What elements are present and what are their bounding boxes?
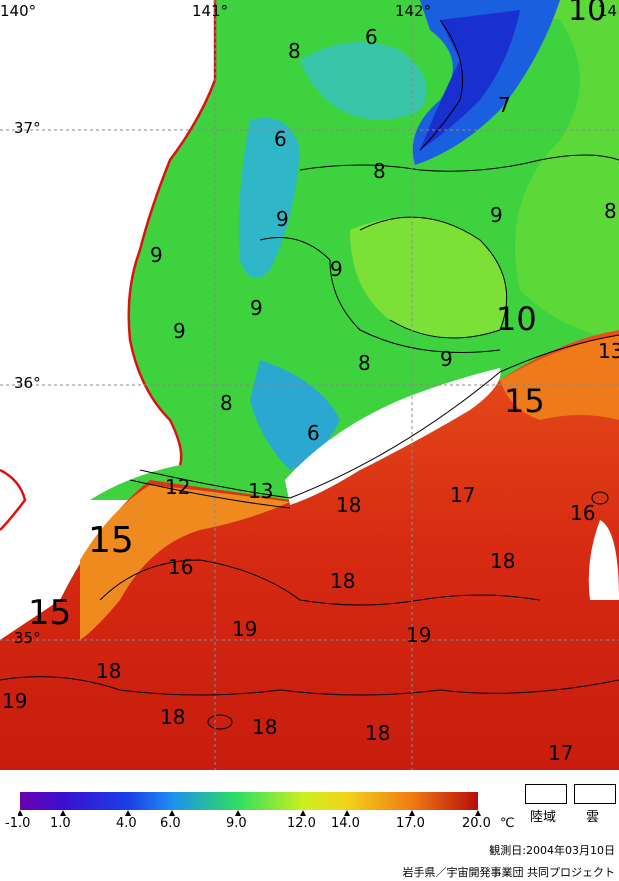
- contour-label: 18: [365, 721, 390, 745]
- land-legend-label: 陸域: [530, 810, 557, 825]
- cool-water-patch: [350, 217, 507, 338]
- warm-water-region: [0, 330, 619, 770]
- graticule: [0, 0, 619, 770]
- contour-label: 13: [598, 339, 619, 363]
- contour-label: 6: [365, 25, 378, 49]
- land-legend-swatch: [525, 784, 567, 804]
- oyashio-deep-core: [420, 10, 520, 150]
- cold-tongue-north: [300, 42, 427, 120]
- contour-label: 18: [330, 569, 355, 593]
- contour-label: 19: [232, 617, 257, 641]
- colorbar-gradient: [20, 792, 478, 810]
- cloud-legend-swatch: [574, 784, 616, 804]
- contour-label: 9: [250, 296, 263, 320]
- lat-label-36: 36°: [14, 374, 41, 392]
- contour-label: 9: [330, 257, 343, 281]
- contour-label: 19: [406, 623, 431, 647]
- colorbar-tick-marks: [18, 810, 481, 816]
- contour-label: 7: [498, 93, 511, 117]
- lat-label-37: 37°: [14, 119, 41, 137]
- land-honshu: [0, 0, 215, 625]
- contour-label: 15: [504, 382, 545, 420]
- contour-label: 9: [490, 203, 503, 227]
- lon-label-143: 14: [598, 2, 617, 20]
- cloud-mask-east: [588, 520, 619, 600]
- lon-label-140: 140°: [0, 2, 36, 20]
- colorbar-tick-label: -1.0: [5, 816, 31, 831]
- contour-label: 16: [570, 501, 595, 525]
- colorbar-unit: ℃: [500, 816, 515, 831]
- contour-label: 8: [288, 39, 301, 63]
- contour-label: 18: [252, 715, 277, 739]
- contour-label: 9: [150, 243, 163, 267]
- credit-text: 岩手県／宇宙開発事業団 共同プロジェクト: [402, 866, 616, 879]
- contour-label: 18: [160, 705, 185, 729]
- contour-label: 13: [248, 479, 273, 503]
- contour-label: 6: [274, 127, 287, 151]
- contour-labels: 6 8 7 6 8 9 9 9 9 8 9 10 10 9 8 8 6 9 13…: [2, 0, 619, 765]
- cool-water-patch-east: [440, 0, 619, 340]
- coastline-boso: [0, 468, 27, 531]
- colorbar-tick-label: 17.0: [396, 816, 425, 831]
- observation-date: 観測日:2004年03月10日: [489, 844, 615, 857]
- contour-label: 15: [28, 593, 71, 633]
- colorbar-tick-label: 20.0: [462, 816, 491, 831]
- cloud-legend-label: 雲: [586, 810, 600, 825]
- map-footer: -1.0 1.0 4.0 6.0 9.0 12.0 14.0 17.0 20.0…: [0, 770, 619, 881]
- contour-label: 16: [168, 555, 193, 579]
- warm-front-band: [80, 485, 290, 640]
- lon-label-141: 141°: [192, 2, 228, 20]
- lat-label-35: 35°: [14, 629, 41, 647]
- contour-label: 12: [165, 475, 190, 499]
- warm-front-band-east: [500, 335, 619, 420]
- cold-tongue-south: [250, 360, 340, 470]
- cloud-mask: [285, 368, 501, 505]
- contour-label: 9: [276, 207, 289, 231]
- contour-label: 18: [96, 659, 121, 683]
- contour-label: 8: [220, 391, 233, 415]
- contour-label: 8: [604, 199, 617, 223]
- lon-label-142: 142°: [395, 2, 431, 20]
- colorbar-tick-label: 1.0: [50, 816, 71, 831]
- contour-label: 9: [440, 347, 453, 371]
- coastline: [127, 0, 217, 466]
- contour-label: 8: [373, 159, 386, 183]
- colorbar-tick-label: 6.0: [160, 816, 181, 831]
- colorbar-tick-label: 12.0: [287, 816, 316, 831]
- colorbar-tick-label: 4.0: [116, 816, 137, 831]
- contour-label: 9: [173, 319, 186, 343]
- isotherm-lines: [0, 19, 619, 730]
- contour-label: 15: [88, 520, 134, 561]
- contour-label: 17: [450, 483, 475, 507]
- temperature-colorbar: [18, 792, 481, 816]
- contour-label: 10: [568, 0, 606, 28]
- contour-label: 17: [548, 741, 573, 765]
- contour-label: 6: [307, 421, 320, 445]
- colorbar-tick-label: 9.0: [226, 816, 247, 831]
- cold-tongue-west: [238, 118, 300, 278]
- sea-surface-temperature-map: 140° 141° 142° 14 37° 36° 35° 6 8 7 6 8 …: [0, 0, 619, 770]
- contour-label: 8: [358, 351, 371, 375]
- contour-label: 10: [496, 300, 537, 338]
- contour-label: 19: [2, 689, 27, 713]
- contour-label: 18: [336, 493, 361, 517]
- contour-label: 18: [490, 549, 515, 573]
- colorbar-tick-label: 14.0: [331, 816, 360, 831]
